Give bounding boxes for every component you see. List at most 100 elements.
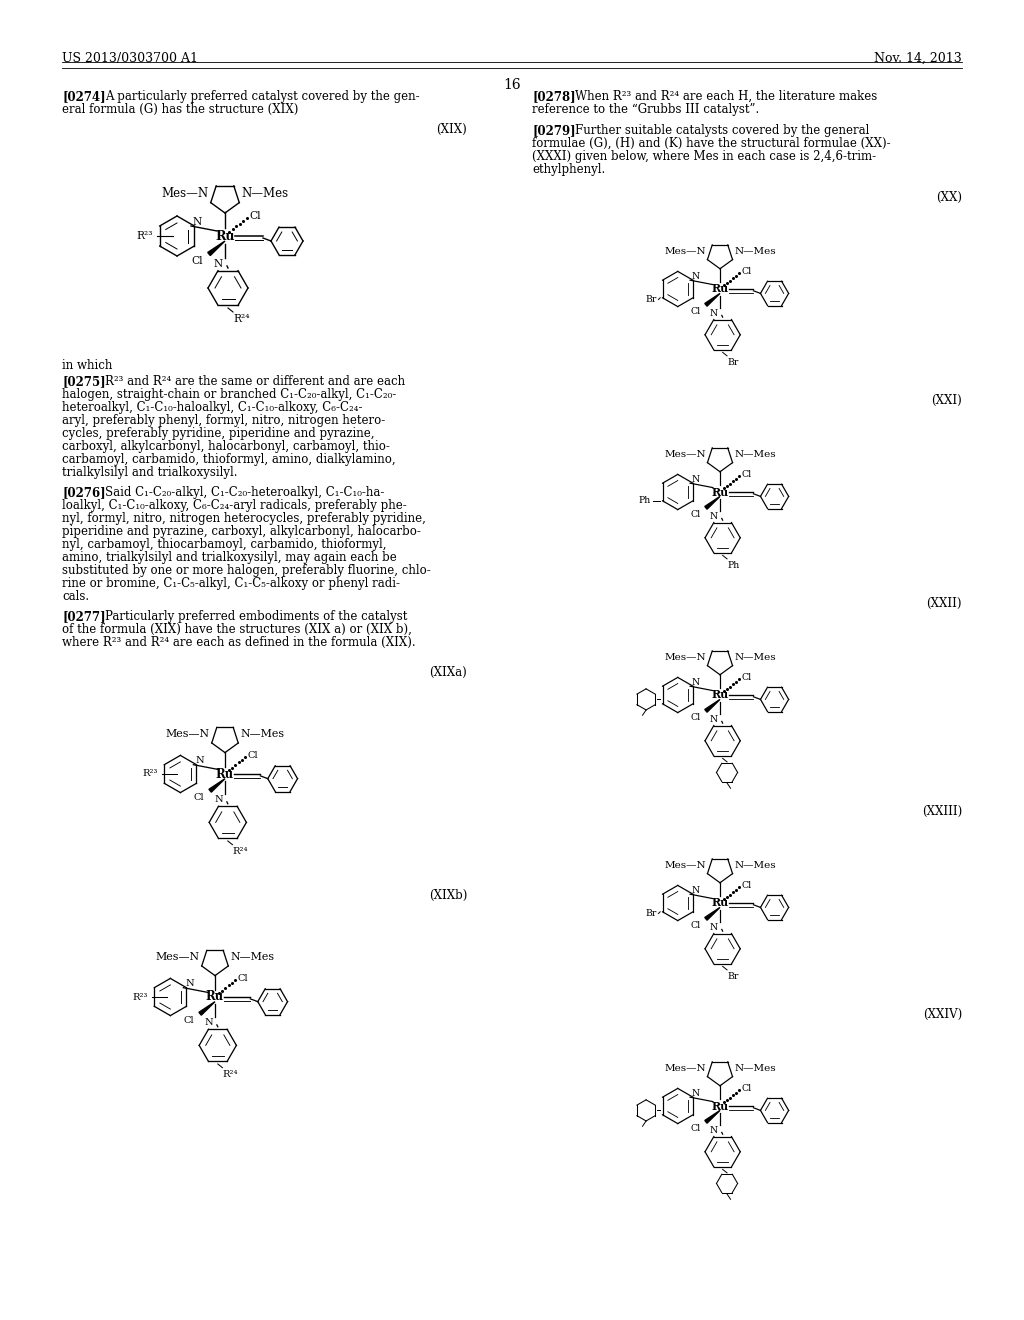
Text: N—Mes: N—Mes [242, 187, 289, 201]
Polygon shape [705, 1110, 720, 1123]
Text: Ph: Ph [727, 561, 739, 570]
Text: [0275]: [0275] [62, 375, 105, 388]
Text: ethylphenyl.: ethylphenyl. [532, 162, 605, 176]
Text: Ru: Ru [712, 898, 729, 908]
Text: Cl: Cl [248, 751, 258, 760]
Text: Cl: Cl [191, 256, 203, 267]
Text: N—Mes: N—Mes [240, 730, 285, 739]
Text: Cl: Cl [690, 920, 700, 929]
Polygon shape [705, 907, 720, 920]
Polygon shape [705, 700, 720, 713]
Text: US 2013/0303700 A1: US 2013/0303700 A1 [62, 51, 198, 65]
Text: Cl: Cl [238, 974, 248, 983]
Text: Ph: Ph [639, 496, 651, 506]
Text: Cl: Cl [690, 1123, 700, 1133]
Text: Br: Br [727, 358, 738, 367]
Text: Further suitable catalysts covered by the general: Further suitable catalysts covered by th… [575, 124, 869, 137]
Text: [0276]: [0276] [62, 486, 105, 499]
Text: Cl: Cl [194, 792, 205, 801]
Text: (XIXb): (XIXb) [429, 888, 467, 902]
Text: N: N [692, 1089, 700, 1098]
Text: R²³: R²³ [142, 770, 158, 779]
Text: Ru: Ru [712, 487, 729, 498]
Text: cycles, preferably pyridine, piperidine and pyrazine,: cycles, preferably pyridine, piperidine … [62, 426, 375, 440]
Text: A particularly preferred catalyst covered by the gen-: A particularly preferred catalyst covere… [105, 90, 420, 103]
Text: [0279]: [0279] [532, 124, 575, 137]
Text: Ru: Ru [712, 284, 729, 294]
Text: nyl, carbamoyl, thiocarbamoyl, carbamido, thioformyl,: nyl, carbamoyl, thiocarbamoyl, carbamido… [62, 539, 386, 550]
Text: 16: 16 [503, 78, 521, 92]
Text: N: N [193, 216, 203, 227]
Text: trialkylsilyl and trialkoxysilyl.: trialkylsilyl and trialkoxysilyl. [62, 466, 238, 479]
Text: of the formula (XIX) have the structures (XIX a) or (XIX b),: of the formula (XIX) have the structures… [62, 623, 412, 636]
Text: (XX): (XX) [936, 191, 962, 205]
Text: (XXII): (XXII) [927, 597, 962, 610]
Text: substituted by one or more halogen, preferably fluorine, chlo-: substituted by one or more halogen, pref… [62, 564, 431, 577]
Text: cals.: cals. [62, 590, 89, 603]
Polygon shape [705, 293, 720, 306]
Text: N: N [692, 272, 700, 281]
Text: N: N [692, 886, 700, 895]
Text: rine or bromine, C₁-C₅-alkyl, C₁-C₅-alkoxy or phenyl radi-: rine or bromine, C₁-C₅-alkyl, C₁-C₅-alko… [62, 577, 400, 590]
Text: R²⁴: R²⁴ [222, 1069, 238, 1078]
Text: N: N [214, 259, 223, 269]
Polygon shape [209, 779, 225, 792]
Text: [0277]: [0277] [62, 610, 105, 623]
Text: (XXI): (XXI) [931, 393, 962, 407]
Text: [0278]: [0278] [532, 90, 575, 103]
Text: N: N [214, 796, 223, 804]
Text: (XXIII): (XXIII) [922, 805, 962, 818]
Text: Ru: Ru [712, 1101, 729, 1111]
Text: halogen, straight-chain or branched C₁-C₂₀-alkyl, C₁-C₂₀-: halogen, straight-chain or branched C₁-C… [62, 388, 396, 401]
Text: Br: Br [645, 296, 656, 304]
Text: Cl: Cl [741, 267, 752, 276]
Text: Nov. 14, 2013: Nov. 14, 2013 [874, 51, 962, 65]
Text: N: N [196, 756, 204, 766]
Text: Cl: Cl [741, 1084, 752, 1093]
Text: N: N [185, 979, 194, 989]
Text: in which: in which [62, 359, 113, 372]
Text: R²⁴: R²⁴ [233, 314, 250, 323]
Text: reference to the “Grubbs III catalyst”.: reference to the “Grubbs III catalyst”. [532, 103, 759, 116]
Text: Ru: Ru [712, 689, 729, 701]
Text: N—Mes: N—Mes [734, 450, 776, 459]
Text: heteroalkyl, C₁-C₁₀-haloalkyl, C₁-C₁₀-alkoxy, C₆-C₂₄-: heteroalkyl, C₁-C₁₀-haloalkyl, C₁-C₁₀-al… [62, 401, 362, 414]
Text: Ru: Ru [215, 230, 234, 243]
Text: N—Mes: N—Mes [734, 1064, 776, 1073]
Text: (XXXI) given below, where Mes in each case is 2,4,6-trim-: (XXXI) given below, where Mes in each ca… [532, 150, 877, 162]
Text: Cl: Cl [690, 713, 700, 722]
Text: aryl, preferably phenyl, formyl, nitro, nitrogen hetero-: aryl, preferably phenyl, formyl, nitro, … [62, 414, 385, 426]
Text: R²⁴: R²⁴ [232, 846, 248, 855]
Text: carboxyl, alkylcarbonyl, halocarbonyl, carbamoyl, thio-: carboxyl, alkylcarbonyl, halocarbonyl, c… [62, 440, 390, 453]
Polygon shape [705, 496, 720, 510]
Text: N: N [205, 1019, 213, 1027]
Text: When R²³ and R²⁴ are each H, the literature makes: When R²³ and R²⁴ are each H, the literat… [575, 90, 878, 103]
Text: Particularly preferred embodiments of the catalyst: Particularly preferred embodiments of th… [105, 610, 408, 623]
Polygon shape [199, 1002, 215, 1015]
Text: Br: Br [645, 909, 656, 919]
Text: N: N [710, 1126, 718, 1135]
Text: N—Mes: N—Mes [734, 653, 776, 663]
Text: Mes—N: Mes—N [166, 730, 210, 739]
Text: R²³: R²³ [136, 231, 153, 242]
Text: amino, trialkylsilyl and trialkoxysilyl, may again each be: amino, trialkylsilyl and trialkoxysilyl,… [62, 550, 396, 564]
Text: Mes—N: Mes—N [156, 953, 200, 962]
Text: N: N [692, 475, 700, 484]
Text: N: N [710, 309, 718, 318]
Text: (XIXa): (XIXa) [429, 667, 467, 678]
Text: Said C₁-C₂₀-alkyl, C₁-C₂₀-heteroalkyl, C₁-C₁₀-ha-: Said C₁-C₂₀-alkyl, C₁-C₂₀-heteroalkyl, C… [105, 486, 384, 499]
Text: formulae (G), (H) and (K) have the structural formulae (XX)-: formulae (G), (H) and (K) have the struc… [532, 137, 891, 150]
Text: Cl: Cl [690, 306, 700, 315]
Text: Mes—N: Mes—N [162, 187, 209, 201]
Text: carbamoyl, carbamido, thioformyl, amino, dialkylamino,: carbamoyl, carbamido, thioformyl, amino,… [62, 453, 395, 466]
Text: N—Mes: N—Mes [734, 861, 776, 870]
Text: (XIX): (XIX) [436, 123, 467, 136]
Text: eral formula (G) has the structure (XIX): eral formula (G) has the structure (XIX) [62, 103, 298, 116]
Text: Mes—N: Mes—N [664, 247, 706, 256]
Text: [0274]: [0274] [62, 90, 105, 103]
Text: Ru: Ru [216, 767, 234, 780]
Text: N—Mes: N—Mes [230, 953, 274, 962]
Text: Mes—N: Mes—N [664, 861, 706, 870]
Text: (XXIV): (XXIV) [923, 1008, 962, 1020]
Text: Mes—N: Mes—N [664, 1064, 706, 1073]
